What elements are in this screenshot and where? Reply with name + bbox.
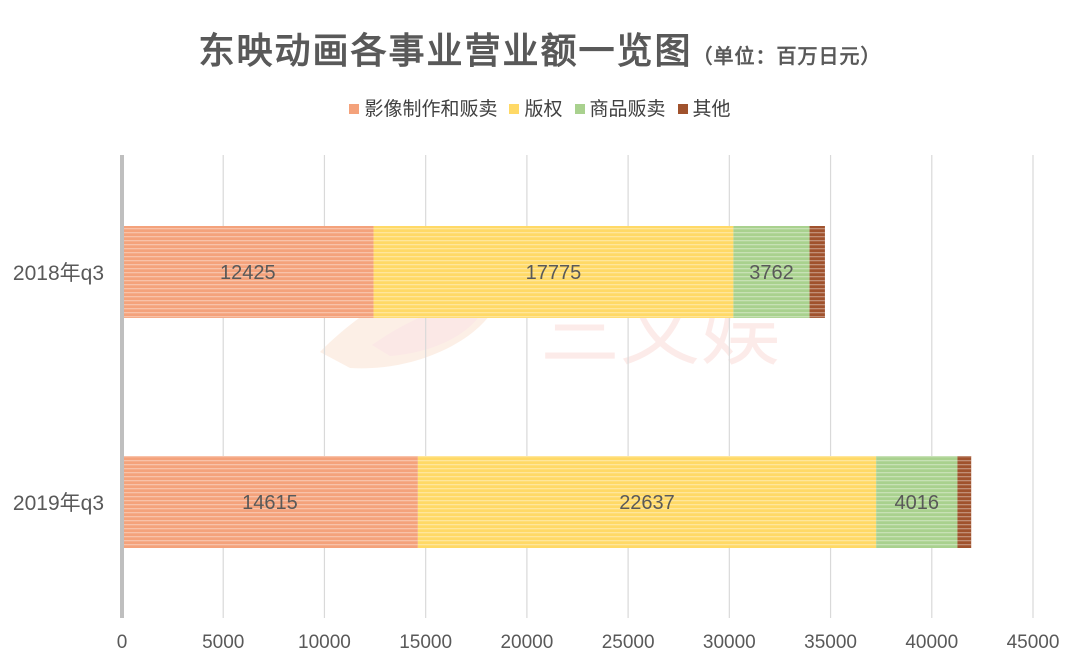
y-category-label: 2019年q3 (13, 492, 104, 515)
x-tick-label: 30000 (703, 632, 756, 653)
legend-item: 其他 (677, 94, 731, 121)
bar-segment-texture (122, 456, 418, 548)
data-label: 3762 (749, 262, 794, 284)
x-tick-label: 5000 (202, 632, 244, 653)
x-tick-label: 0 (117, 632, 128, 653)
legend-item: 商品贩卖 (574, 94, 666, 121)
bar-segment-texture (122, 226, 374, 318)
x-tick-label: 15000 (399, 632, 452, 653)
chart-title-main: 东映动画各事业营业额一览图 (198, 31, 693, 72)
x-tick-label: 25000 (602, 632, 655, 653)
legend-swatch (677, 104, 688, 114)
data-label: 14615 (242, 492, 298, 514)
bar-segment-texture (733, 226, 810, 318)
bar-segment-texture (957, 456, 972, 548)
x-tick-label: 35000 (804, 632, 857, 653)
x-tick-label: 10000 (298, 632, 351, 653)
legend-item: 版权 (509, 94, 563, 121)
y-category-label: 2018年q3 (13, 262, 104, 285)
legend-label: 影像制作和贩卖 (364, 98, 498, 120)
legend-label: 商品贩卖 (589, 98, 666, 120)
bar-segment-texture (876, 456, 958, 548)
bar-segment-texture (809, 226, 825, 318)
legend: 影像制作和贩卖 版权 商品贩卖 其他 (0, 94, 1080, 121)
chart-title: 东映动画各事业营业额一览图（单位：百万日元） (0, 22, 1080, 74)
legend-swatch (574, 104, 585, 114)
data-label: 17775 (526, 262, 582, 284)
bar-segment-texture (417, 456, 877, 548)
data-label: 22637 (619, 492, 675, 514)
x-tick-label: 40000 (905, 632, 958, 653)
x-tick-label: 45000 (1007, 632, 1060, 653)
legend-label: 版权 (524, 98, 563, 120)
chart-title-unit: （单位：百万日元） (692, 44, 882, 68)
data-label: 4016 (895, 492, 940, 514)
legend-item: 影像制作和贩卖 (349, 94, 497, 121)
data-label: 12425 (220, 262, 276, 284)
legend-swatch (349, 104, 360, 114)
legend-swatch (509, 104, 520, 114)
legend-label: 其他 (692, 98, 731, 120)
x-tick-label: 20000 (500, 632, 553, 653)
bar-segment-texture (373, 226, 734, 318)
